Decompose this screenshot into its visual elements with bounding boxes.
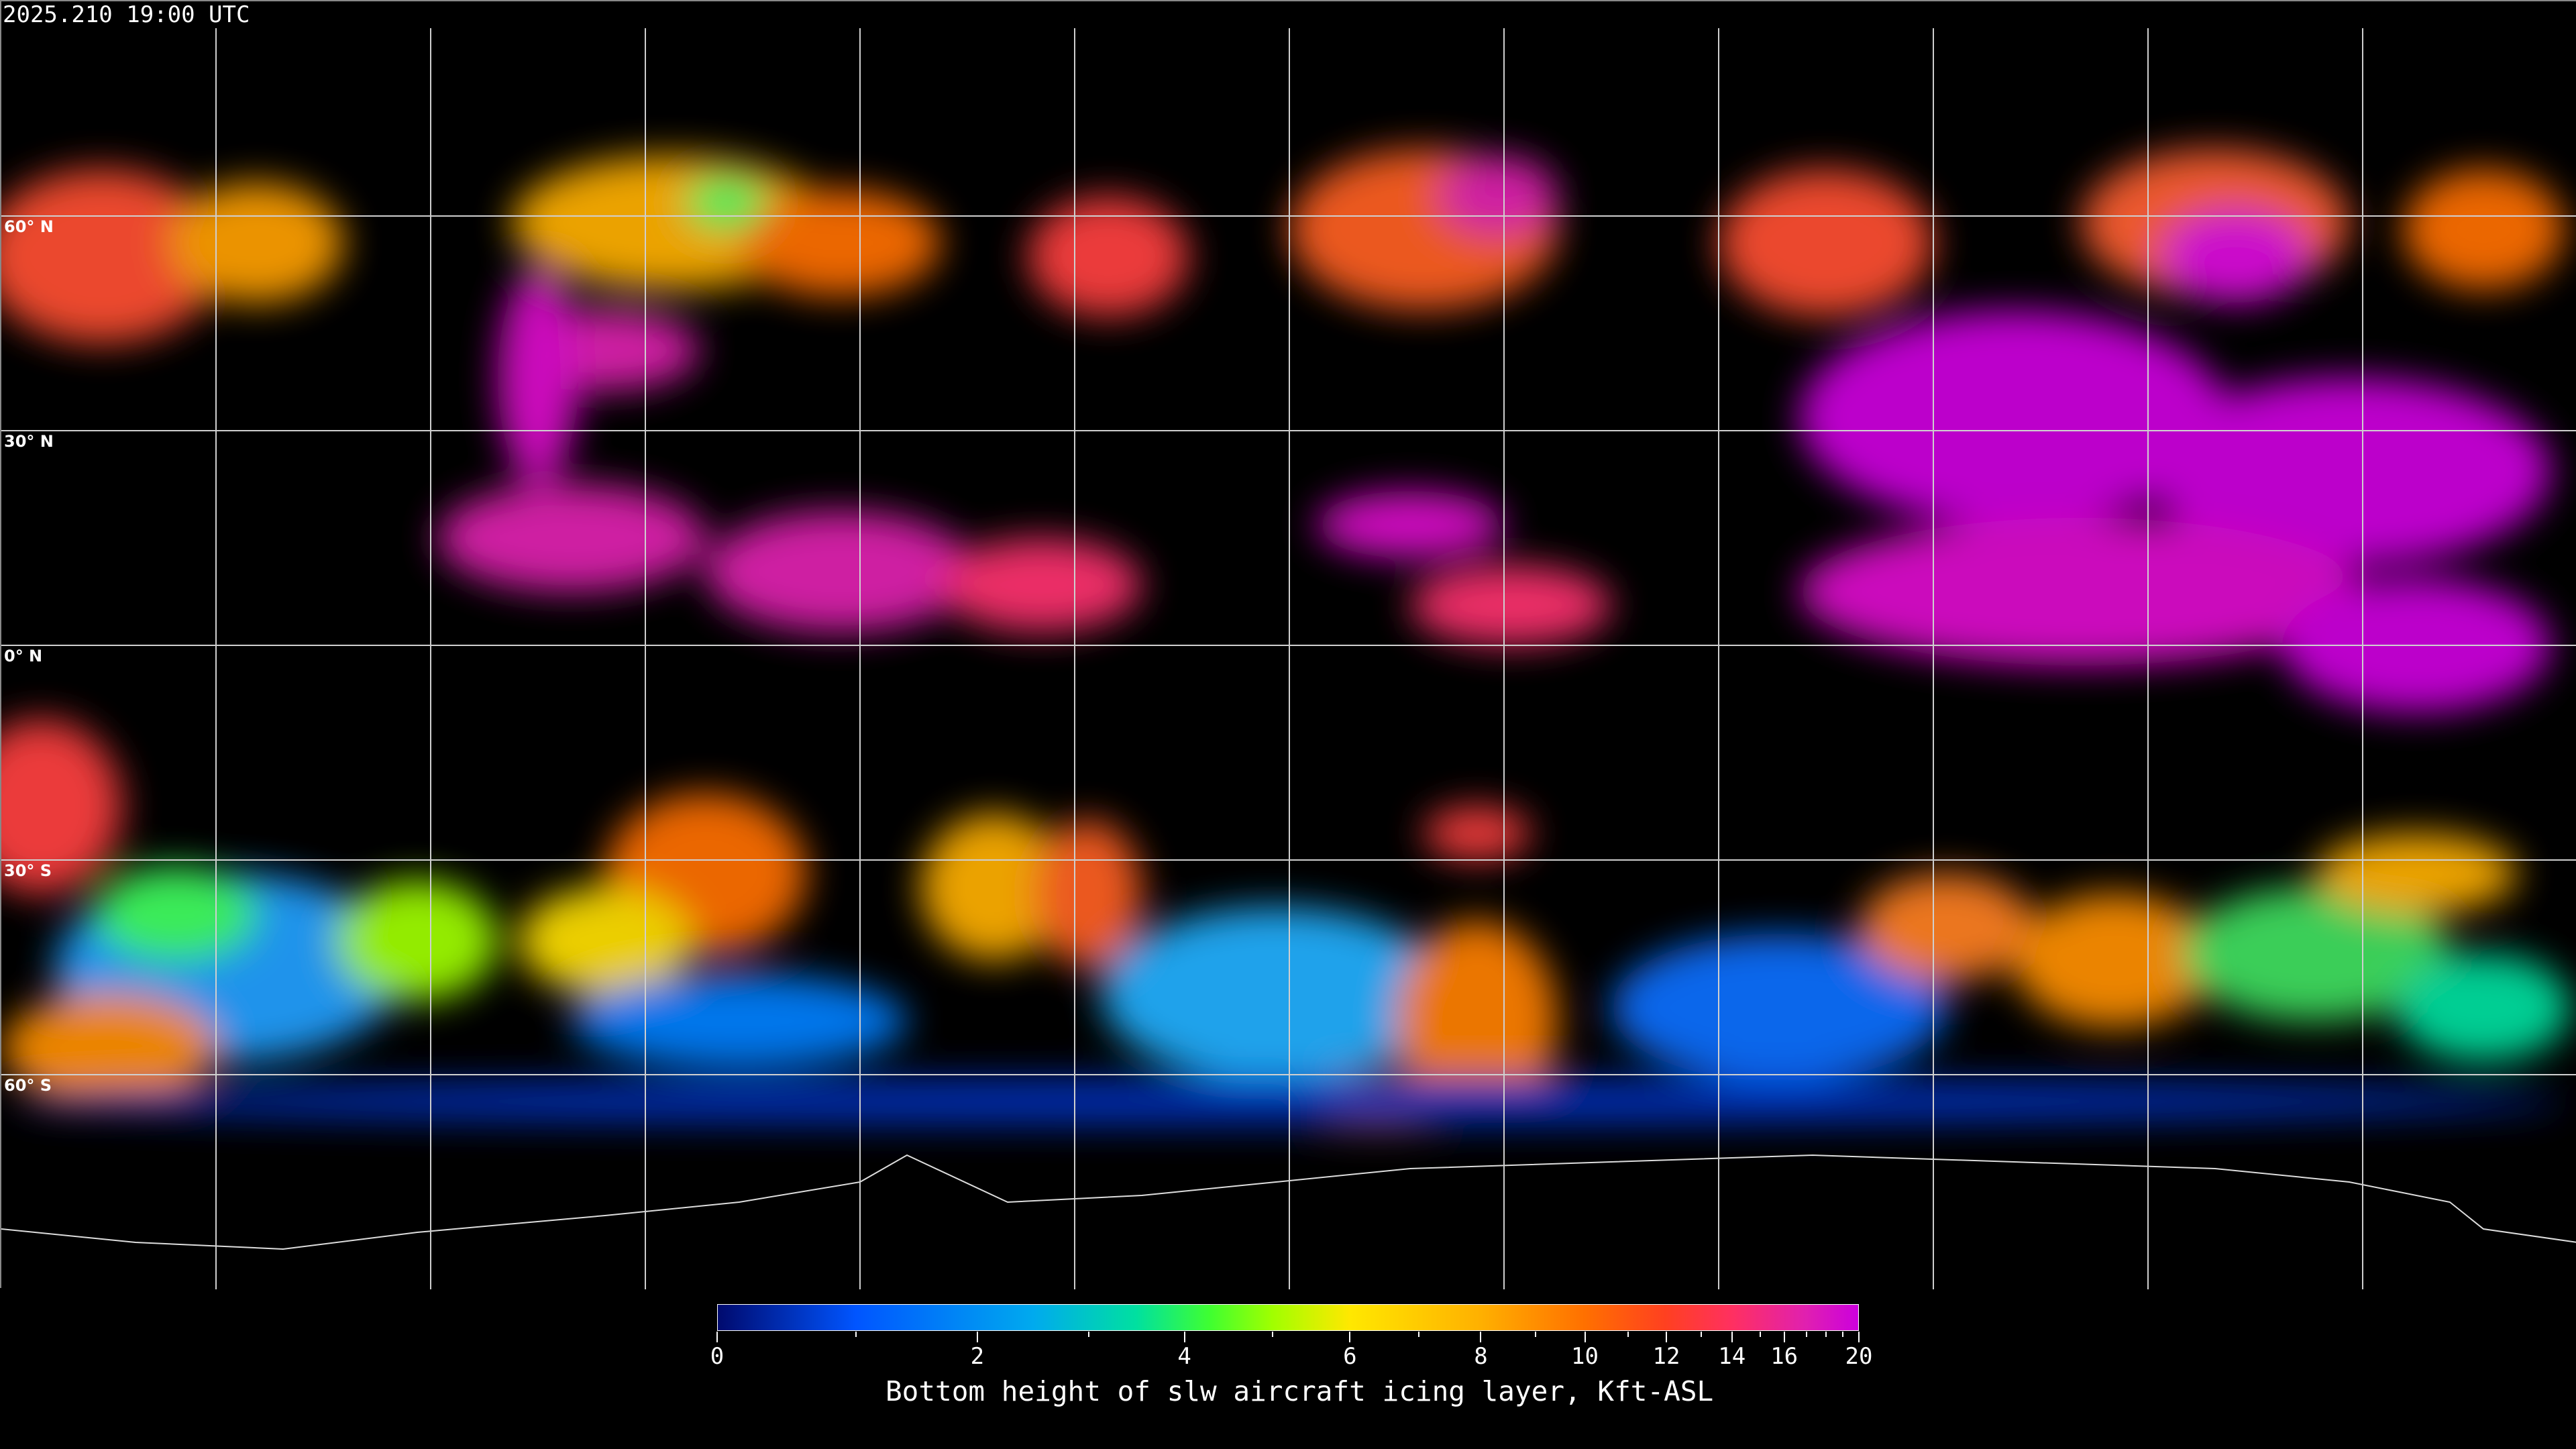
map-imagery [0, 1, 2576, 1289]
colorbar-tick-label: 16 [1770, 1343, 1799, 1370]
colorbar-minor-tick [1825, 1332, 1827, 1337]
colorbar-tick-label: 2 [970, 1343, 985, 1370]
colorbar-major-tick [1858, 1332, 1860, 1342]
lat-label-60n: 60° N [4, 217, 54, 236]
colorbar-tick-label: 8 [1474, 1343, 1488, 1370]
colorbar-tick-label: 14 [1718, 1343, 1746, 1370]
timestamp-title: 2025.210 19:00 UTC [3, 1, 250, 28]
graticule [1, 28, 2576, 1289]
colorbar-tick-label: 4 [1177, 1343, 1191, 1370]
colorbar-major-tick [976, 1332, 978, 1342]
colorbar-tick-label: 6 [1343, 1343, 1357, 1370]
cloud-layer [0, 149, 2571, 1128]
colorbar [717, 1304, 1859, 1331]
colorbar-major-tick [1183, 1332, 1185, 1342]
colorbar-tick-label: 20 [1845, 1343, 1873, 1370]
colorbar-minor-tick [1627, 1332, 1629, 1337]
colorbar-minor-tick [1841, 1332, 1843, 1337]
colorbar-minor-tick [1760, 1332, 1762, 1337]
colorbar-major-tick [1349, 1332, 1351, 1342]
colorbar-minor-tick [1271, 1332, 1273, 1337]
lat-label-30s: 30° S [4, 861, 52, 880]
colorbar-tick-label: 0 [710, 1343, 724, 1370]
colorbar-minor-tick [855, 1332, 857, 1337]
colorbar-minor-tick [1700, 1332, 1702, 1337]
colorbar-major-tick [1666, 1332, 1668, 1342]
colorbar-major-tick [716, 1332, 718, 1342]
coastline [1, 1154, 2576, 1250]
colorbar-major-tick [1783, 1332, 1785, 1342]
lat-label-0n: 0° N [4, 647, 43, 665]
colorbar-minor-tick [1534, 1332, 1536, 1337]
colorbar-tick-label: 10 [1571, 1343, 1599, 1370]
colorbar-minor-tick [1087, 1332, 1089, 1337]
icing-map [0, 0, 2576, 1289]
colorbar-label: Bottom height of slw aircraft icing laye… [885, 1375, 1714, 1407]
lat-label-30n: 30° N [4, 432, 54, 451]
colorbar-tick-label: 12 [1652, 1343, 1680, 1370]
colorbar-major-tick [1584, 1332, 1586, 1342]
colorbar-major-tick [1731, 1332, 1733, 1342]
colorbar-major-tick [1480, 1332, 1482, 1342]
lat-label-60s: 60° S [4, 1076, 52, 1095]
colorbar-minor-tick [1805, 1332, 1807, 1337]
colorbar-minor-tick [1417, 1332, 1419, 1337]
